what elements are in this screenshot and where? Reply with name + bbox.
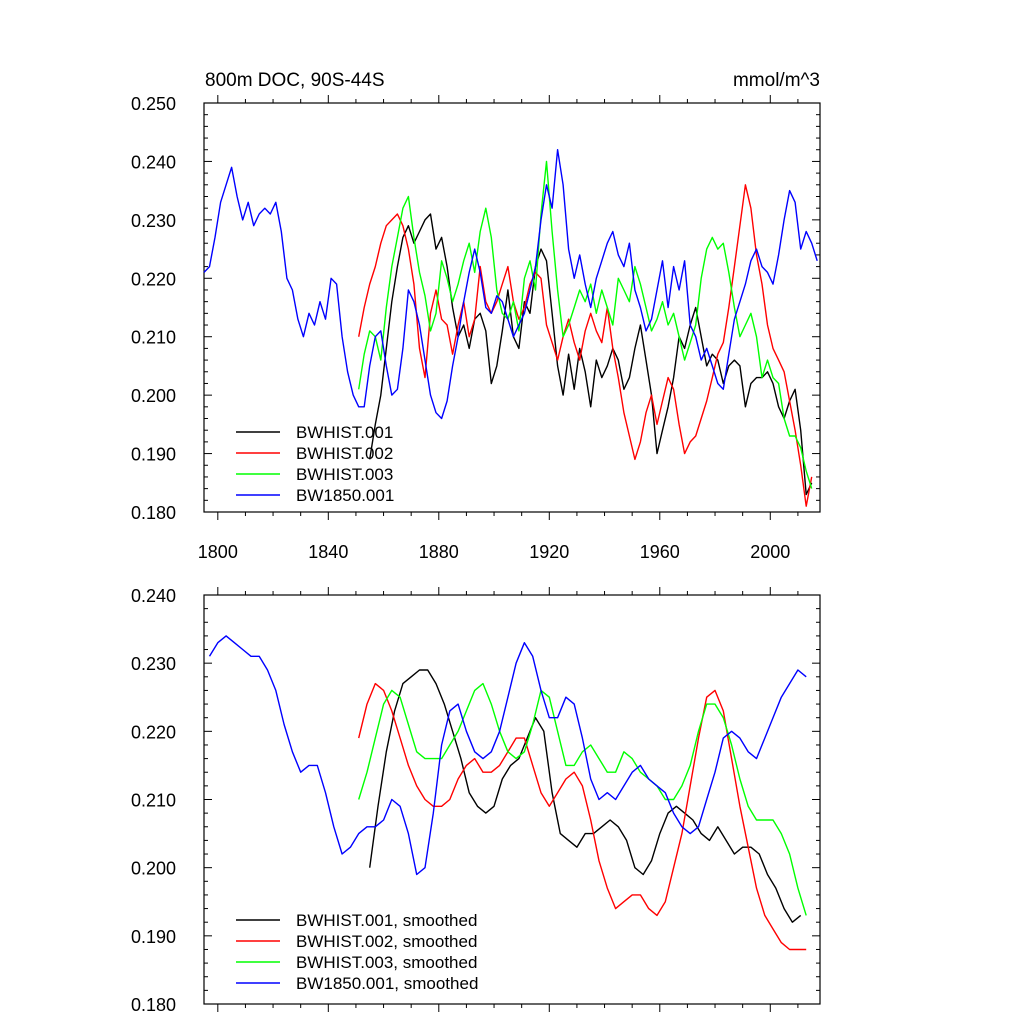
bottom-panel-smoothed: 0.180 0.190 0.200 0.210 0.220 0.230 0.240 BWHIS… xyxy=(131,586,821,1015)
x-tick-label: 1800 xyxy=(198,542,238,562)
legend-label: BW1850.001 xyxy=(296,486,394,505)
legend-label: BW1850.001, smoothed xyxy=(296,974,478,993)
x-tick-label: 1920 xyxy=(529,542,569,562)
series-line xyxy=(358,184,813,507)
y-tick-label: 0.190 xyxy=(131,927,176,947)
y-tick-label: 0.210 xyxy=(131,791,176,811)
y-tick-label: 0.240 xyxy=(131,152,176,172)
legend-label: BWHIST.002, smoothed xyxy=(296,932,477,951)
series-line xyxy=(369,213,813,496)
series-line xyxy=(369,669,802,923)
y-tick-label: 0.230 xyxy=(131,654,176,674)
y-tick-label: 0.180 xyxy=(131,503,176,523)
series-line xyxy=(358,682,807,951)
y-tick-label: 0.180 xyxy=(131,995,176,1015)
x-tick-label: 2000 xyxy=(750,542,790,562)
x-tick-label: 1840 xyxy=(308,542,348,562)
x-tick-label: 1880 xyxy=(419,542,459,562)
y-tick-label: 0.190 xyxy=(131,445,176,465)
series-line xyxy=(208,635,807,876)
legend-label: BWHIST.001 xyxy=(296,423,393,442)
series-line xyxy=(358,160,813,489)
legend-label: BWHIST.003, smoothed xyxy=(296,953,477,972)
y-tick-label: 0.220 xyxy=(131,722,176,742)
series-line xyxy=(203,148,818,420)
series-line xyxy=(358,682,807,916)
y-tick-label: 0.230 xyxy=(131,211,176,231)
legend-label: BWHIST.001, smoothed xyxy=(296,911,477,930)
legend-label: BWHIST.002 xyxy=(296,444,393,463)
units-label: mmol/m^3 xyxy=(733,70,820,91)
y-tick-label: 0.210 xyxy=(131,328,176,348)
legend-label: BWHIST.003 xyxy=(296,465,393,484)
top-panel-raw: 0.180 0.190 0.200 0.210 0.220 0.230 0.240 0.250… xyxy=(131,94,821,562)
y-tick-label: 0.220 xyxy=(131,269,176,289)
y-tick-label: 0.250 xyxy=(131,94,176,114)
y-tick-label: 0.200 xyxy=(131,386,176,406)
chart-title: 800m DOC, 90S-44S xyxy=(205,70,385,91)
y-tick-label: 0.200 xyxy=(131,859,176,879)
plot-frame xyxy=(203,102,821,513)
x-tick-label: 1960 xyxy=(640,542,680,562)
y-tick-label: 0.240 xyxy=(131,586,176,606)
